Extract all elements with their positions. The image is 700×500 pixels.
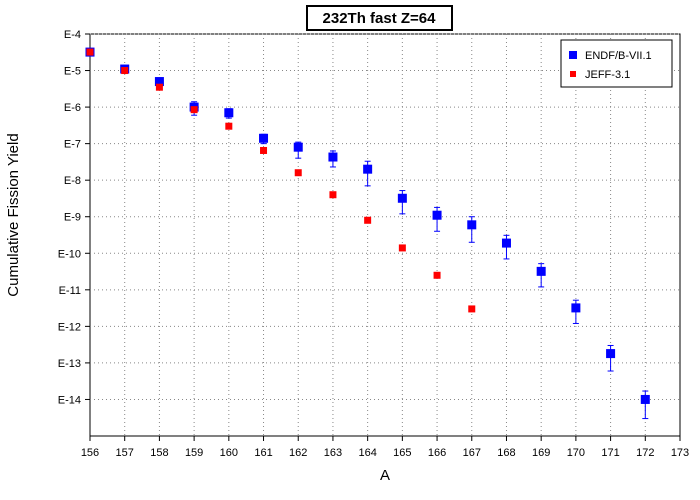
data-point xyxy=(87,49,94,56)
x-tick-label: 163 xyxy=(324,447,342,459)
data-point xyxy=(468,305,475,312)
y-axis-ticks: E-4 E-5 E-6 E-7 E-8 E-9 E-10 E-11 E-12 E-13 E-14 xyxy=(58,29,90,406)
y-tick-label: E-10 xyxy=(58,248,81,260)
x-tick-label: 171 xyxy=(601,447,619,459)
data-point xyxy=(224,108,233,117)
x-tick-label: 168 xyxy=(497,447,515,459)
data-point xyxy=(260,147,267,154)
x-tick-label: 166 xyxy=(428,447,446,459)
data-point xyxy=(571,303,580,312)
data-point xyxy=(537,267,546,276)
x-tick-label: 173 xyxy=(671,447,689,459)
data-point xyxy=(502,239,511,248)
data-point xyxy=(156,84,163,91)
y-tick-label: E-9 xyxy=(64,212,81,224)
data-point xyxy=(328,153,337,162)
x-tick-label: 167 xyxy=(463,447,481,459)
x-tick-label: 161 xyxy=(254,447,272,459)
data-point xyxy=(641,395,650,404)
legend-label-endf: ENDF/B-VII.1 xyxy=(585,50,652,62)
x-tick-label: 164 xyxy=(358,447,376,459)
data-point xyxy=(399,244,406,251)
data-point xyxy=(121,67,128,74)
data-point xyxy=(259,134,268,143)
data-point xyxy=(606,349,615,358)
x-tick-label: 165 xyxy=(393,447,411,459)
y-tick-label: E-4 xyxy=(64,29,81,41)
x-tick-label: 156 xyxy=(81,447,99,459)
legend-marker-jeff xyxy=(570,71,576,77)
y-tick-label: E-6 xyxy=(64,102,81,114)
data-point xyxy=(467,220,476,229)
data-point xyxy=(295,169,302,176)
x-tick-label: 158 xyxy=(150,447,168,459)
data-point xyxy=(364,217,371,224)
x-axis-ticks: 156 157 158 159 160 161 162 163 164 165 166 167 168 1… xyxy=(81,436,689,459)
data-point xyxy=(294,143,303,152)
y-tick-label: E-11 xyxy=(59,285,81,297)
chart-title: 232Th fast Z=64 xyxy=(323,10,437,27)
legend: ENDF/B-VII.1 JEFF-3.1 xyxy=(561,40,672,87)
legend-label-jeff: JEFF-3.1 xyxy=(585,69,630,81)
data-point xyxy=(191,106,198,113)
y-tick-label: E-14 xyxy=(58,394,81,406)
x-tick-label: 162 xyxy=(289,447,307,459)
x-tick-label: 157 xyxy=(116,447,134,459)
x-tick-label: 172 xyxy=(636,447,654,459)
data-point xyxy=(434,272,441,279)
x-tick-label: 160 xyxy=(220,447,238,459)
x-tick-label: 159 xyxy=(185,447,203,459)
y-axis-title: Cumulative Fission Yield xyxy=(5,133,22,296)
y-tick-label: E-5 xyxy=(64,66,81,78)
x-tick-label: 170 xyxy=(567,447,585,459)
x-axis-title: A xyxy=(380,467,390,484)
data-point xyxy=(433,211,442,220)
data-point xyxy=(398,194,407,203)
y-tick-label: E-7 xyxy=(64,139,81,151)
data-point xyxy=(329,191,336,198)
y-tick-label: E-12 xyxy=(58,321,81,333)
data-point xyxy=(225,123,232,130)
y-tick-label: E-13 xyxy=(58,358,81,370)
plot-area xyxy=(90,34,680,436)
legend-marker-endf xyxy=(569,51,577,59)
x-tick-label: 169 xyxy=(532,447,550,459)
y-tick-label: E-8 xyxy=(64,175,81,187)
data-point xyxy=(363,165,372,174)
